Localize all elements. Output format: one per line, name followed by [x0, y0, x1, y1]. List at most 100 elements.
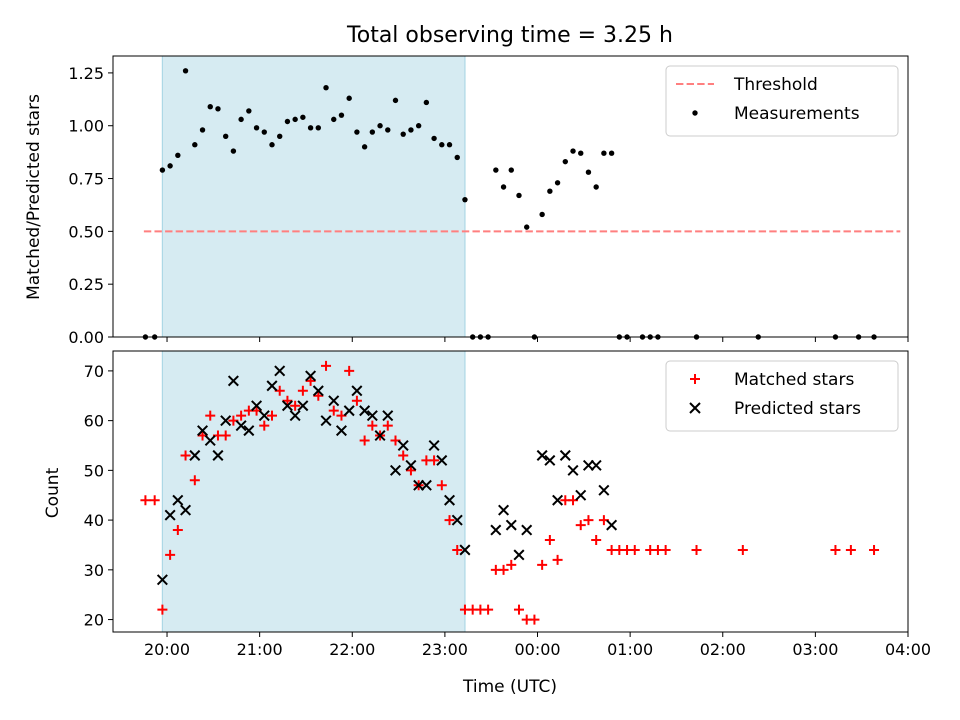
data-point	[323, 84, 329, 91]
data-point	[578, 150, 584, 156]
data-point	[227, 375, 239, 387]
data-point	[583, 515, 594, 526]
data-point	[175, 152, 181, 159]
data-point	[423, 99, 430, 106]
data-point	[300, 114, 306, 120]
data-point	[529, 614, 540, 625]
count-x-tick-label: 03:00	[792, 640, 838, 659]
data-point	[444, 515, 455, 526]
data-point	[436, 454, 448, 466]
data-point	[315, 125, 322, 131]
ratio-legend: Threshold Measurements	[665, 65, 899, 137]
count-x-tick-label: 20:00	[144, 640, 190, 659]
data-point	[374, 430, 386, 442]
data-point	[660, 544, 671, 555]
data-point	[567, 464, 579, 476]
data-point	[598, 484, 610, 496]
data-point	[451, 514, 463, 526]
data-point	[606, 519, 618, 531]
data-point	[297, 400, 309, 412]
data-point	[405, 459, 417, 471]
data-point	[385, 127, 391, 133]
data-point	[444, 494, 456, 506]
data-point	[389, 464, 402, 476]
data-point	[400, 131, 406, 137]
ratio-y-tick-label: 0.00	[68, 328, 104, 347]
data-point	[351, 385, 363, 397]
data-point	[156, 574, 168, 586]
data-point	[506, 559, 517, 570]
data-point	[454, 154, 460, 161]
data-point	[159, 167, 166, 173]
data-point	[164, 509, 176, 521]
data-point	[267, 410, 277, 421]
data-point	[197, 425, 209, 437]
data-point	[869, 544, 880, 555]
ratio-y-tick-label: 0.50	[68, 222, 104, 241]
count-x-tick-label: 23:00	[422, 640, 468, 659]
data-point	[429, 455, 440, 466]
count-x-tick-label: 02:00	[700, 640, 746, 659]
data-point	[259, 420, 270, 431]
data-point	[157, 604, 168, 615]
legend-label: Threshold	[733, 75, 818, 95]
data-point	[544, 454, 556, 466]
data-point	[172, 494, 184, 506]
data-point	[830, 544, 841, 555]
data-point	[220, 430, 231, 441]
data-point	[591, 534, 602, 545]
data-point	[493, 167, 499, 173]
legend-label: Measurements	[734, 104, 860, 124]
data-point	[277, 133, 283, 139]
data-point	[305, 375, 316, 386]
data-point	[431, 135, 437, 142]
data-point	[220, 415, 232, 427]
data-point	[428, 439, 440, 452]
data-point	[737, 544, 748, 555]
data-point	[629, 544, 640, 555]
data-point	[408, 127, 414, 133]
data-point	[552, 554, 563, 565]
data-point	[236, 410, 247, 421]
data-point	[165, 549, 176, 560]
data-point	[189, 449, 201, 461]
data-point	[367, 420, 378, 431]
data-point	[266, 380, 278, 392]
data-point	[483, 604, 494, 615]
chart-title: Total observing time = 3.25 h	[346, 23, 673, 48]
count-y-tick-label: 50	[84, 461, 104, 480]
data-point	[290, 400, 301, 411]
data-point	[420, 479, 432, 491]
data-point	[305, 370, 317, 382]
data-point	[536, 449, 548, 461]
data-point	[258, 410, 270, 422]
data-point	[392, 97, 399, 104]
data-point	[382, 410, 394, 422]
legend-swatch-x	[689, 402, 701, 414]
data-point	[204, 435, 216, 447]
data-point	[251, 400, 263, 412]
count-panel: 20 30 40 50 60 70 20:00 21:00 22:00 23:00 00:00 01:…	[84, 350, 931, 659]
data-point	[230, 148, 237, 154]
data-point	[436, 480, 447, 491]
data-point	[167, 163, 173, 169]
data-point	[585, 169, 592, 175]
data-point	[575, 489, 587, 501]
count-x-tick-label: 01:00	[607, 640, 653, 659]
data-point	[498, 504, 510, 516]
data-point	[398, 450, 409, 461]
data-point	[281, 400, 293, 412]
data-point	[361, 144, 368, 150]
plot-area: 0.00 0.25 0.50 0.75 1.00 1.25 Threshold Measure…	[68, 55, 931, 659]
count-x-tick-label: 00:00	[514, 640, 560, 659]
data-point	[274, 365, 286, 377]
data-point	[222, 133, 229, 139]
legend-label: Matched stars	[734, 370, 854, 390]
data-point	[261, 129, 267, 135]
data-point	[189, 475, 200, 486]
legend-label: Predicted stars	[734, 399, 861, 419]
data-point	[235, 420, 247, 432]
ratio-y-tick-label: 0.75	[68, 170, 104, 189]
data-point	[505, 519, 517, 531]
